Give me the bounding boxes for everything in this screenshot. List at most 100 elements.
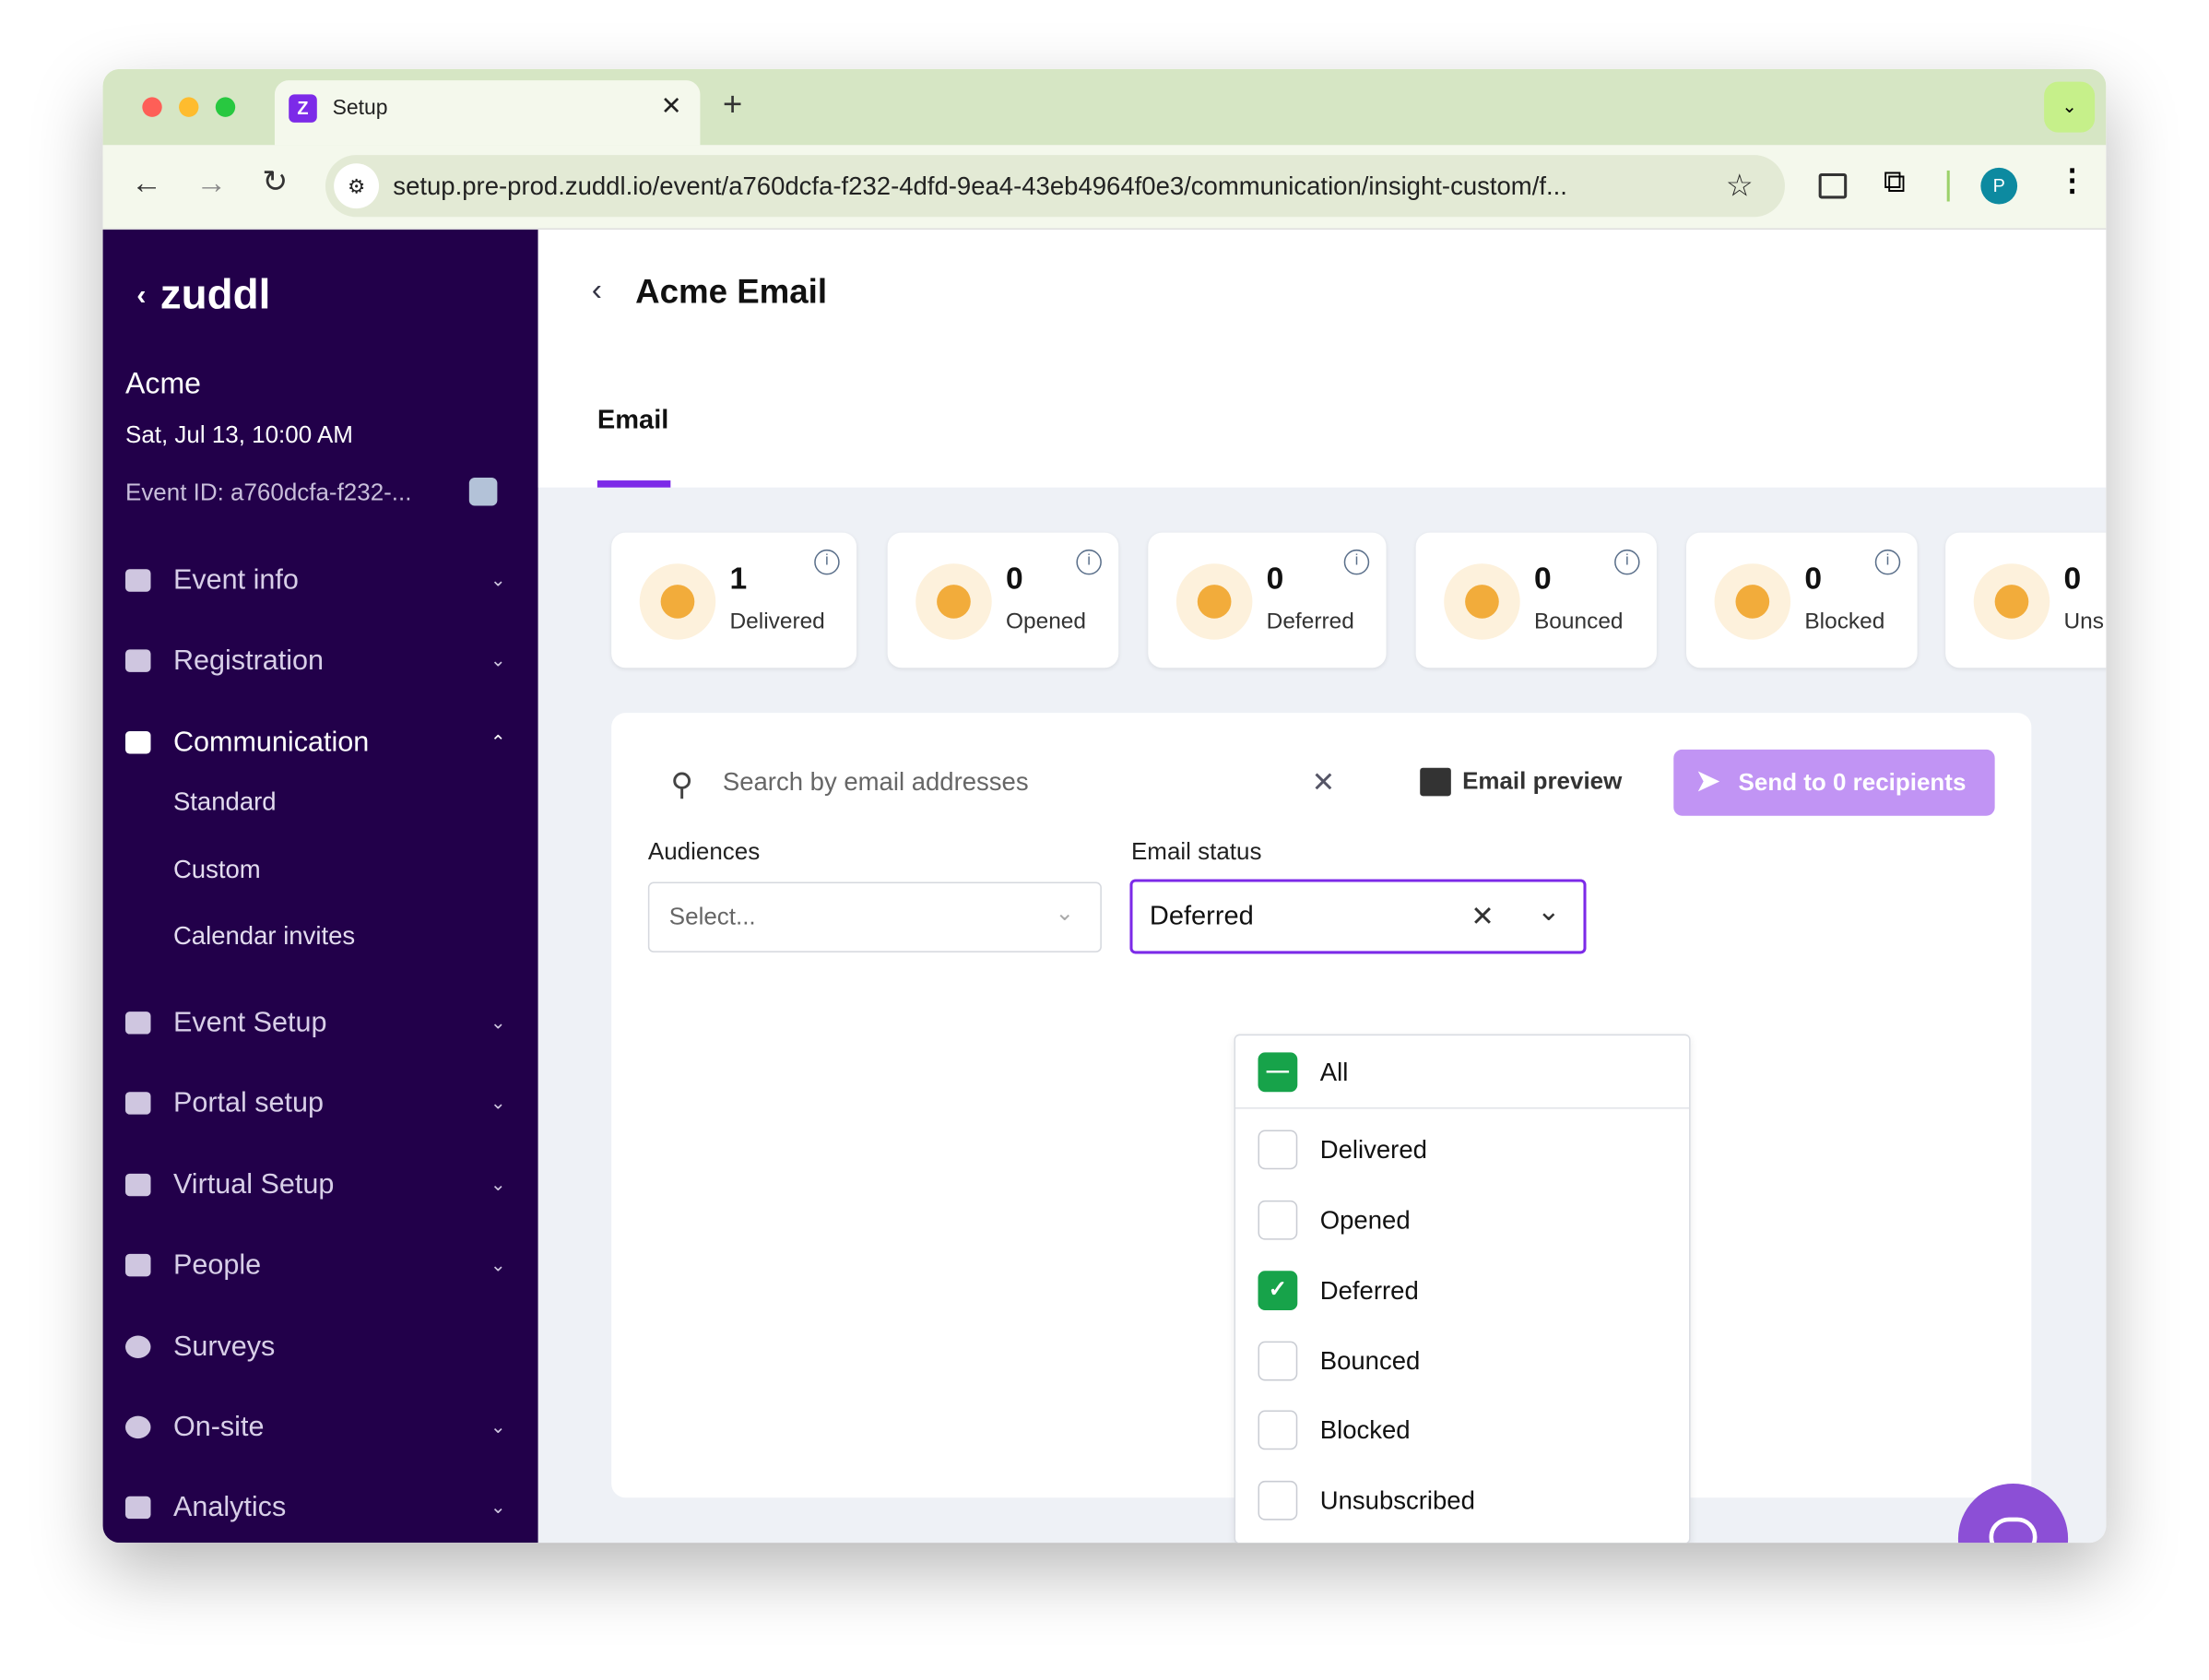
nav-standard[interactable]: Standard xyxy=(172,787,277,816)
option-label: Unsubscribed xyxy=(1319,1486,1475,1515)
form-icon xyxy=(124,649,151,672)
stat-count: 0 xyxy=(1005,561,1023,597)
clear-search-icon[interactable]: ✕ xyxy=(1311,767,1336,799)
option-label: All xyxy=(1319,1058,1349,1087)
search-input[interactable]: Search by email addresses xyxy=(722,767,1029,797)
nav-label: Portal setup xyxy=(172,1086,325,1118)
nav-virtual-setup[interactable]: Virtual Setup ⌄ xyxy=(124,1164,520,1206)
chevron-down-icon: ⌄ xyxy=(490,1415,506,1437)
divider xyxy=(1235,1107,1690,1109)
checkbox[interactable] xyxy=(1258,1130,1298,1170)
stat-card-bounced: 0 Bounced i xyxy=(1415,532,1657,668)
stat-label: Bounced xyxy=(1533,609,1624,634)
info-icon[interactable]: i xyxy=(1614,549,1640,575)
nav-people[interactable]: People ⌄ xyxy=(124,1244,520,1286)
nav-event-info[interactable]: Event info ⌄ xyxy=(124,560,520,602)
send-button[interactable]: ➤ Send to 0 recipients xyxy=(1673,749,1995,816)
nav-custom[interactable]: Custom xyxy=(172,855,261,884)
zuddl-logo: zuddl xyxy=(159,271,271,319)
option-blocked[interactable]: Blocked xyxy=(1235,1410,1689,1453)
checkbox[interactable] xyxy=(1258,1200,1298,1240)
mail-icon xyxy=(1420,767,1451,797)
arrow-right-icon xyxy=(1444,563,1520,640)
nav-on-site[interactable]: On-site ⌄ xyxy=(124,1406,520,1449)
nav-registration[interactable]: Registration ⌄ xyxy=(124,640,520,682)
signpost-icon xyxy=(124,1012,151,1035)
stat-count: 0 xyxy=(1804,561,1823,597)
stat-count: 1 xyxy=(729,561,748,597)
option-opened[interactable]: Opened xyxy=(1235,1200,1689,1243)
option-label: Opened xyxy=(1319,1205,1411,1235)
chevron-down-icon: ⌄ xyxy=(490,569,506,591)
chevron-down-icon: ⌄ xyxy=(490,1092,506,1114)
option-all[interactable]: — All xyxy=(1235,1052,1689,1094)
info-icon[interactable]: i xyxy=(1874,549,1901,575)
nav-label: Communication xyxy=(172,726,370,758)
logo-back-link[interactable]: ‹ zuddl xyxy=(136,272,270,320)
nav-calendar-invites[interactable]: Calendar invites xyxy=(172,921,356,950)
profile-avatar[interactable]: P xyxy=(1980,167,2018,205)
stat-label: Delivered xyxy=(729,609,825,634)
checkbox[interactable]: — xyxy=(1258,1052,1298,1093)
bookmark-star-icon[interactable]: ☆ xyxy=(1725,167,1754,204)
option-label: Delivered xyxy=(1319,1135,1427,1165)
info-icon[interactable]: i xyxy=(814,549,840,575)
tab-search-button[interactable]: ⌄ xyxy=(2044,81,2096,133)
maximize-window-button[interactable] xyxy=(215,97,236,117)
nav-surveys[interactable]: Surveys xyxy=(124,1326,520,1368)
email-preview-button[interactable]: Email preview xyxy=(1462,767,1623,795)
close-tab-icon[interactable]: ✕ xyxy=(660,91,682,120)
stat-card-deferred: 0 Deferred i xyxy=(1148,532,1387,668)
chevron-down-icon: ⌄ xyxy=(490,649,506,671)
browser-toolbar: ← → ↻ ⚙ setup.pre-prod.zuddl.io/event/a7… xyxy=(102,145,2107,231)
close-window-button[interactable] xyxy=(142,97,162,117)
nav-label: Event info xyxy=(172,563,299,596)
people-icon xyxy=(124,1253,151,1277)
reload-icon[interactable]: ↻ xyxy=(262,163,289,199)
magic-wand-icon xyxy=(124,569,151,592)
audiences-select[interactable]: Select... ⌄ xyxy=(647,881,1102,952)
option-unsubscribed[interactable]: Unsubscribed xyxy=(1235,1480,1689,1523)
chevron-down-icon[interactable]: ⌄ xyxy=(1537,895,1561,928)
back-chevron-icon[interactable]: ‹ xyxy=(591,271,602,308)
checkbox[interactable] xyxy=(1258,1480,1298,1520)
nav-label: Event Setup xyxy=(172,1006,327,1038)
screen-capture-icon[interactable] xyxy=(1818,172,1848,199)
stat-count: 0 xyxy=(1266,561,1284,597)
tab-email[interactable]: Email xyxy=(597,406,669,436)
send-icon xyxy=(639,563,716,640)
people-icon xyxy=(124,1173,151,1197)
checkbox[interactable] xyxy=(1258,1341,1298,1381)
people-icon xyxy=(124,1092,151,1115)
send-icon: ➤ xyxy=(1695,766,1720,798)
minimize-window-button[interactable] xyxy=(179,97,199,117)
copy-icon[interactable] xyxy=(468,477,498,506)
address-bar[interactable]: ⚙ setup.pre-prod.zuddl.io/event/a760dcfa… xyxy=(325,155,1785,218)
clear-selection-icon[interactable]: ✕ xyxy=(1471,901,1494,933)
option-bounced[interactable]: Bounced xyxy=(1235,1341,1689,1384)
event-id: Event ID: a760dcfa-f232-... xyxy=(124,479,412,506)
email-status-label: Email status xyxy=(1130,838,1262,866)
forward-icon[interactable]: → xyxy=(195,164,228,200)
event-name: Acme xyxy=(124,367,202,400)
stat-count: 0 xyxy=(2063,561,2082,597)
nav-label: People xyxy=(172,1248,262,1281)
option-delivered[interactable]: Delivered xyxy=(1235,1130,1689,1172)
info-icon[interactable]: i xyxy=(1343,549,1370,575)
site-settings-icon[interactable]: ⚙ xyxy=(334,163,380,209)
checkbox[interactable]: ✓ xyxy=(1258,1271,1298,1311)
info-icon[interactable]: i xyxy=(1076,549,1102,575)
email-status-select[interactable]: Deferred ✕ ⌄ xyxy=(1129,879,1587,954)
back-icon[interactable]: ← xyxy=(131,164,162,200)
menu-kebab-icon[interactable]: ⋮ xyxy=(2056,161,2088,197)
nav-communication[interactable]: Communication ⌃ xyxy=(124,721,520,763)
extensions-icon[interactable]: ⧉ xyxy=(1883,163,1906,199)
nav-event-setup[interactable]: Event Setup ⌄ xyxy=(124,1001,520,1044)
checkbox[interactable] xyxy=(1258,1410,1298,1450)
audiences-placeholder: Select... xyxy=(668,903,756,930)
option-deferred[interactable]: ✓ Deferred xyxy=(1235,1271,1689,1313)
nav-portal-setup[interactable]: Portal setup ⌄ xyxy=(124,1083,520,1125)
nav-analytics[interactable]: Analytics ⌄ xyxy=(124,1486,520,1529)
new-tab-button[interactable]: + xyxy=(722,86,743,124)
browser-tab[interactable]: Z Setup ✕ xyxy=(274,80,701,146)
